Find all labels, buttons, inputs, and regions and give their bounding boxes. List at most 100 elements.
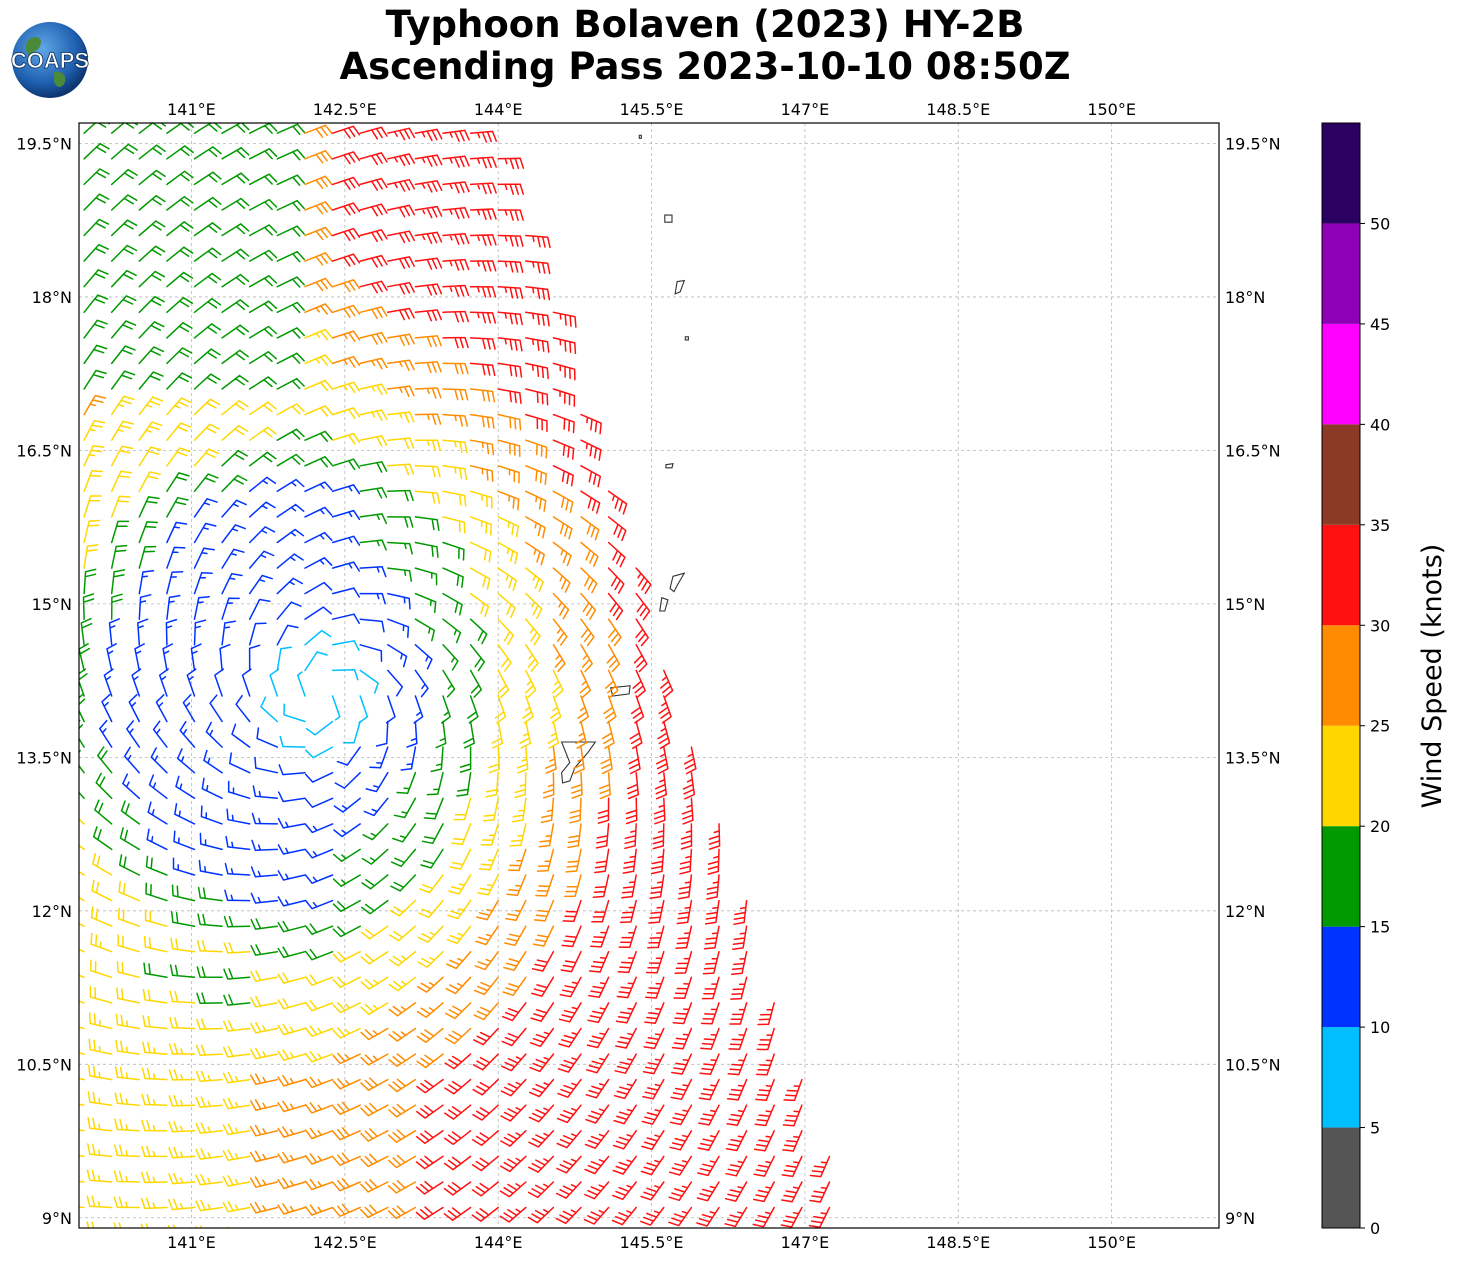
wind-barb (97, 746, 113, 774)
wind-barb (706, 874, 720, 900)
wind-barb (725, 1130, 748, 1152)
wind-barb (171, 884, 196, 902)
wind-barb (276, 577, 304, 595)
wind-barb (235, 694, 251, 723)
island-outline-pagan (674, 279, 686, 295)
wind-barb (703, 925, 720, 950)
wind-barb (724, 1206, 748, 1228)
colorbar-segment (1322, 1127, 1360, 1228)
wind-barb (545, 746, 557, 774)
wind-barb (641, 1104, 665, 1125)
wind-barb (417, 925, 444, 943)
wind-barb (755, 1078, 775, 1101)
wind-barb (82, 593, 95, 620)
wind-barb (113, 1170, 141, 1183)
wind-barb (388, 950, 417, 967)
wind-barb (83, 568, 97, 595)
wind-barb (331, 253, 361, 267)
wind-barb (304, 481, 333, 493)
wind-barb (250, 918, 279, 930)
wind-barb (114, 1066, 141, 1081)
wind-barb (221, 399, 249, 416)
wind-barb (497, 234, 524, 247)
wind-barb (531, 950, 555, 972)
wind-barb (221, 273, 250, 288)
wind-barb (110, 395, 135, 416)
wind-barb (387, 230, 416, 244)
wind-barb (196, 966, 223, 979)
wind-barb (256, 727, 279, 748)
wind-barb (415, 1130, 444, 1145)
wind-barb (359, 435, 388, 447)
wind-barb (552, 592, 570, 620)
wind-barb (809, 1181, 831, 1203)
wind-barb (389, 899, 417, 917)
wind-barb (475, 925, 499, 946)
colorbar: 0 5 10 15 20 25 30 35 40 45 50 Wind Speed (knots) (1321, 122, 1448, 1238)
wind-barb (221, 374, 249, 390)
wind-barb (444, 1233, 470, 1246)
wind-barb (332, 950, 361, 963)
wind-barb (79, 1103, 85, 1106)
wind-barb (668, 1181, 693, 1202)
wind-barb (360, 950, 389, 965)
wind-barb (110, 345, 136, 365)
wind-barb (469, 285, 497, 298)
colorbar-tick-label: 20 (1370, 817, 1390, 836)
wind-barb (101, 693, 113, 723)
wind-barb (388, 1154, 417, 1169)
wind-barb (86, 1195, 113, 1209)
wind-barb (642, 1053, 665, 1075)
wind-barb (359, 280, 388, 294)
wind-barb (654, 771, 668, 800)
wind-barb (222, 1200, 251, 1213)
wind-barb (143, 935, 168, 953)
wind-barb (387, 489, 414, 502)
wind-barb (221, 424, 249, 441)
wind-barb (505, 899, 527, 922)
wind-barb (702, 950, 720, 975)
wind-barb (753, 1155, 775, 1177)
wind-barb (103, 668, 114, 697)
wind-barb (195, 1096, 223, 1108)
wind-barb (570, 771, 583, 799)
wind-barb (697, 1130, 720, 1151)
wind-barb (331, 695, 341, 721)
wind-barb (607, 541, 626, 568)
wind-barb (613, 1078, 637, 1100)
wind-barb (114, 1144, 141, 1158)
wind-barb (126, 720, 141, 748)
wind-barb (387, 333, 415, 347)
wind-barb (522, 695, 534, 724)
island-outline-saipan (669, 572, 686, 593)
wind-barb (331, 535, 361, 546)
wind-barb (248, 426, 277, 441)
wind-barb (532, 925, 555, 947)
wind-barb (657, 720, 671, 750)
wind-barb (79, 844, 85, 851)
wind-barb (80, 617, 93, 646)
wind-barb (387, 411, 415, 423)
wind-barb (668, 1155, 693, 1176)
wind-barb (248, 476, 277, 493)
wind-barb (669, 1130, 693, 1151)
wind-barb (668, 1206, 693, 1227)
wind-barb (442, 669, 456, 698)
wind-barb (701, 976, 720, 1000)
wind-barb (525, 439, 548, 459)
wind-barb (635, 618, 649, 647)
colorbar-tick-label: 5 (1370, 1119, 1380, 1138)
wind-barb (331, 561, 361, 572)
wind-barb (469, 234, 497, 246)
wind-barb (166, 195, 194, 211)
colorbar-tick-label: 10 (1370, 1018, 1390, 1037)
wind-barb (219, 643, 231, 672)
colorbar-tick-label: 30 (1370, 616, 1390, 635)
wind-barb (138, 471, 161, 493)
wind-barb (416, 1053, 444, 1069)
wind-barb (331, 640, 360, 651)
wind-barb (332, 1101, 361, 1116)
wind-barb (416, 1027, 444, 1044)
wind-barb (193, 595, 210, 620)
